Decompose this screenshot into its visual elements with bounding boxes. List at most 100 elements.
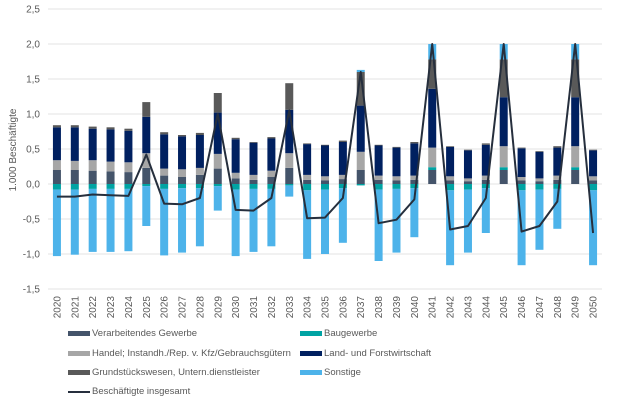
bar-segment-verarbeitendes-gewerbe (303, 179, 312, 184)
x-tick-label: 2045 (499, 296, 510, 319)
bar-segment-grundst-ckswesen-untern-dienstleister (160, 132, 169, 135)
bar-segment-baugewerbe (160, 184, 169, 189)
bar-segment-sonstige (178, 188, 187, 253)
bar-segment-baugewerbe (392, 184, 401, 189)
x-tick-label: 2038 (374, 296, 385, 319)
bar-segment-verarbeitendes-gewerbe (571, 170, 580, 184)
bar-segment-grundst-ckswesen-untern-dienstleister (499, 59, 508, 98)
x-tick-label: 2020 (52, 296, 63, 319)
bar-segment-land-und-forstwirtschaft (535, 151, 544, 179)
x-tick-label: 2032 (267, 296, 278, 319)
bar-segment-baugewerbe (303, 184, 312, 191)
bar-segment-handel-instandh-rep-v-kfz-gebrauchsg-tern (589, 176, 598, 181)
x-tick-label: 2041 (428, 296, 439, 319)
bar-segment-handel-instandh-rep-v-kfz-gebrauchsg-tern (213, 153, 222, 169)
bar-segment-verarbeitendes-gewerbe (356, 170, 365, 184)
x-tick-label: 2043 (463, 296, 474, 319)
y-tick-label: 2,0 (26, 40, 40, 51)
bar-segment-verarbeitendes-gewerbe (88, 170, 97, 184)
bar-segment-handel-instandh-rep-v-kfz-gebrauchsg-tern (267, 170, 276, 177)
bar-segment-land-und-forstwirtschaft (178, 136, 187, 170)
y-tick-label: 0,0 (26, 180, 40, 191)
bar-segment-handel-instandh-rep-v-kfz-gebrauchsg-tern (374, 175, 383, 180)
bar-segment-land-und-forstwirtschaft (410, 143, 419, 176)
bar-segment-grundst-ckswesen-untern-dienstleister (392, 146, 401, 148)
x-tick-label: 2031 (249, 296, 260, 319)
bar-segment-sonstige (106, 188, 115, 252)
bar-segment-sonstige (321, 189, 329, 254)
bar-segment-sonstige (195, 188, 204, 247)
bar-segment-grundst-ckswesen-untern-dienstleister (428, 59, 437, 89)
bar-stack (303, 143, 312, 259)
bar-segment-baugewerbe (142, 184, 151, 187)
x-tick-label: 2029 (213, 296, 224, 319)
x-tick-label: 2021 (70, 296, 81, 319)
bar-segment-verarbeitendes-gewerbe (517, 180, 526, 184)
bar-segment-land-und-forstwirtschaft (88, 128, 97, 161)
bar-segment-sonstige (356, 69, 365, 72)
y-axis-label: 1.000 Beschäftigte (8, 108, 19, 191)
bar-segment-verarbeitendes-gewerbe (178, 177, 187, 184)
bar-segment-handel-instandh-rep-v-kfz-gebrauchsg-tern (481, 175, 490, 180)
bar-segment-sonstige (285, 185, 294, 197)
bar-segment-baugewerbe (106, 184, 115, 189)
bar-stack (249, 142, 258, 252)
bar-segment-land-und-forstwirtschaft (356, 105, 365, 152)
bar-stack (321, 144, 329, 254)
bar-segment-baugewerbe (285, 184, 294, 186)
bar-segment-land-und-forstwirtschaft (303, 144, 312, 175)
x-tick-label: 2040 (410, 296, 421, 319)
bar-segment-baugewerbe (589, 184, 598, 191)
bar-segment-handel-instandh-rep-v-kfz-gebrauchsg-tern (195, 167, 204, 175)
bar-segment-sonstige (303, 190, 312, 259)
bar-stack (178, 135, 187, 253)
x-tick-label: 2050 (589, 296, 600, 319)
bar-segment-grundst-ckswesen-untern-dienstleister (70, 125, 79, 128)
bar-segment-verarbeitendes-gewerbe (267, 177, 276, 184)
bar-segment-grundst-ckswesen-untern-dienstleister (571, 59, 580, 98)
bar-segment-baugewerbe (463, 184, 472, 190)
bar-stack (410, 142, 419, 238)
bar-segment-baugewerbe (517, 184, 526, 191)
bar-segment-handel-instandh-rep-v-kfz-gebrauchsg-tern (106, 161, 115, 172)
bar-segment-verarbeitendes-gewerbe (428, 170, 437, 184)
y-tick-label: 1,0 (26, 110, 40, 121)
bar-segment-handel-instandh-rep-v-kfz-gebrauchsg-tern (303, 174, 312, 180)
bar-segment-baugewerbe (124, 184, 133, 189)
y-tick-label: 0,5 (26, 145, 40, 156)
bar-segment-baugewerbe (70, 184, 79, 190)
x-tick-label: 2026 (160, 296, 171, 319)
bar-segment-handel-instandh-rep-v-kfz-gebrauchsg-tern (410, 175, 419, 180)
bar-segment-sonstige (374, 189, 383, 261)
bar-segment-baugewerbe (499, 167, 508, 170)
bar-segment-sonstige (88, 188, 97, 252)
y-tick-label: -0,5 (23, 215, 41, 226)
bar-segment-handel-instandh-rep-v-kfz-gebrauchsg-tern (88, 160, 97, 171)
bar-segment-land-und-forstwirtschaft (481, 144, 490, 176)
bar-segment-land-und-forstwirtschaft (517, 148, 526, 177)
bar-segment-grundst-ckswesen-untern-dienstleister (213, 93, 222, 113)
bar-segment-baugewerbe (410, 184, 419, 189)
bar-segment-verarbeitendes-gewerbe (195, 174, 204, 184)
bar-stack (356, 69, 365, 186)
bar-segment-grundst-ckswesen-untern-dienstleister (338, 140, 347, 142)
x-tick-label: 2028 (195, 296, 206, 319)
bar-segment-grundst-ckswesen-untern-dienstleister (553, 146, 562, 148)
bar-segment-verarbeitendes-gewerbe (70, 170, 79, 184)
bar-segment-baugewerbe (356, 184, 365, 186)
bar-segment-grundst-ckswesen-untern-dienstleister (124, 128, 133, 131)
bar-segment-land-und-forstwirtschaft (52, 127, 61, 161)
bar-segment-land-und-forstwirtschaft (553, 147, 562, 176)
bar-segment-verarbeitendes-gewerbe (446, 180, 455, 184)
x-tick-label: 2044 (481, 296, 492, 319)
bar-segment-verarbeitendes-gewerbe (106, 171, 115, 184)
bar-segment-verarbeitendes-gewerbe (499, 170, 508, 184)
bar-segment-land-und-forstwirtschaft (70, 127, 79, 161)
bar-segment-handel-instandh-rep-v-kfz-gebrauchsg-tern (124, 162, 133, 173)
bar-segment-grundst-ckswesen-untern-dienstleister (52, 125, 61, 128)
bar-segment-grundst-ckswesen-untern-dienstleister (463, 149, 472, 151)
bar-segment-sonstige (160, 188, 169, 256)
bar-segment-sonstige (231, 189, 240, 257)
bar-segment-grundst-ckswesen-untern-dienstleister (106, 127, 115, 130)
